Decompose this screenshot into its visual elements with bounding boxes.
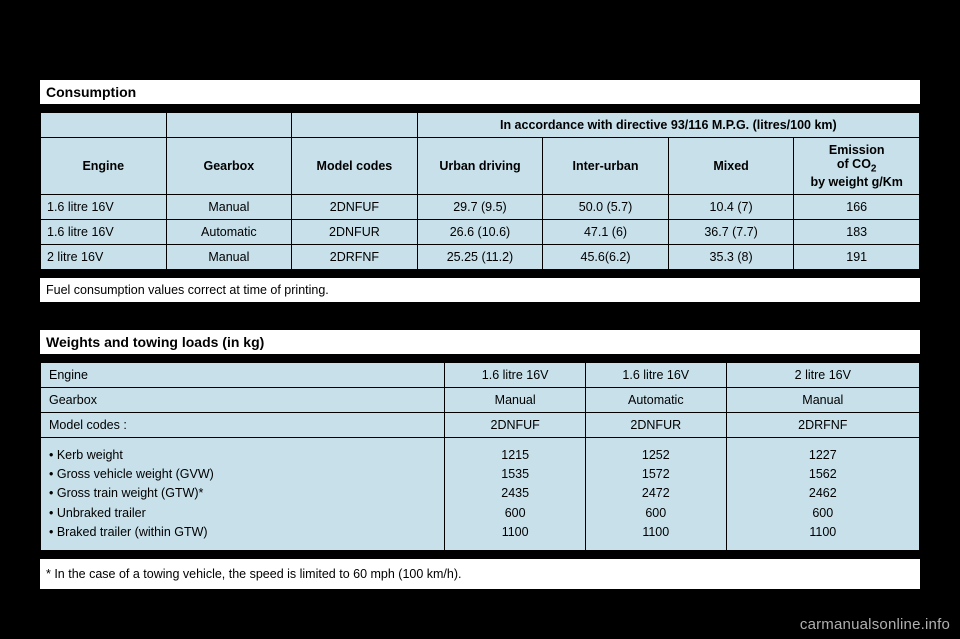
label-kerb: • Kerb weight [49, 448, 123, 462]
table-row: • Kerb weight • Gross vehicle weight (GV… [41, 437, 920, 551]
cell-inter: 45.6(6.2) [543, 244, 669, 269]
cell-mixed: 36.7 (7.7) [668, 219, 794, 244]
cell: 2DNFUR [585, 412, 726, 437]
cell-emission: 183 [794, 219, 920, 244]
cell: 1.6 litre 16V [445, 362, 586, 387]
watermark: carmanualsonline.info [800, 616, 950, 633]
section-spacer [40, 302, 920, 330]
cell-model: 2DNFUF [292, 194, 418, 219]
col-model: Model codes [292, 138, 418, 195]
cell-engine: 1.6 litre 16V [41, 219, 167, 244]
blank-header [41, 113, 167, 138]
label-gtw: • Gross train weight (GTW)* [49, 486, 203, 500]
row-label-gearbox: Gearbox [41, 387, 445, 412]
table-row: Engine 1.6 litre 16V 1.6 litre 16V 2 lit… [41, 362, 920, 387]
table-row: 1.6 litre 16V Manual 2DNFUF 29.7 (9.5) 5… [41, 194, 920, 219]
label-gvw: • Gross vehicle weight (GVW) [49, 467, 214, 481]
cell-inter: 47.1 (6) [543, 219, 669, 244]
gap [40, 354, 920, 362]
emission-l3: by weight g/Km [811, 175, 903, 189]
table-row: Engine Gearbox Model codes Urban driving… [41, 138, 920, 195]
cell-inter: 50.0 (5.7) [543, 194, 669, 219]
cell-gearbox: Manual [166, 244, 292, 269]
cell-urban: 25.25 (11.2) [417, 244, 543, 269]
weights-footnote: * In the case of a towing vehicle, the s… [40, 559, 920, 589]
col-engine: Engine [41, 138, 167, 195]
cell-urban: 29.7 (9.5) [417, 194, 543, 219]
label-braked: • Braked trailer (within GTW) [49, 525, 208, 539]
emission-l2: of CO [837, 157, 871, 171]
row-label-model: Model codes : [41, 412, 445, 437]
cell-emission: 166 [794, 194, 920, 219]
weights-title: Weights and towing loads (in kg) [40, 330, 920, 354]
cell: 2 litre 16V [726, 362, 919, 387]
col-inter: Inter-urban [543, 138, 669, 195]
cell: 1.6 litre 16V [585, 362, 726, 387]
cell: 2DNFUF [445, 412, 586, 437]
consumption-title: Consumption [40, 80, 920, 104]
consumption-note: Fuel consumption values correct at time … [40, 278, 920, 302]
col-urban: Urban driving [417, 138, 543, 195]
directive-header: In accordance with directive 93/116 M.P.… [417, 113, 919, 138]
blank-header [166, 113, 292, 138]
cell-engine: 2 litre 16V [41, 244, 167, 269]
table-row: Model codes : 2DNFUF 2DNFUR 2DRFNF [41, 412, 920, 437]
weights-table: Engine 1.6 litre 16V 1.6 litre 16V 2 lit… [40, 362, 920, 552]
cell-gearbox: Automatic [166, 219, 292, 244]
table-row: Gearbox Manual Automatic Manual [41, 387, 920, 412]
cell-mixed: 10.4 (7) [668, 194, 794, 219]
table-row: 1.6 litre 16V Automatic 2DNFUR 26.6 (10.… [41, 219, 920, 244]
col-mixed: Mixed [668, 138, 794, 195]
cell-urban: 26.6 (10.6) [417, 219, 543, 244]
table-row: In accordance with directive 93/116 M.P.… [41, 113, 920, 138]
cell-col0: 1215 1535 2435 600 1100 [445, 437, 586, 551]
cell-gearbox: Manual [166, 194, 292, 219]
emission-l1: Emission [829, 143, 885, 157]
cell-engine: 1.6 litre 16V [41, 194, 167, 219]
col-gearbox: Gearbox [166, 138, 292, 195]
cell-mixed: 35.3 (8) [668, 244, 794, 269]
cell: Manual [445, 387, 586, 412]
cell: Manual [726, 387, 919, 412]
cell-model: 2DRFNF [292, 244, 418, 269]
emission-sub: 2 [871, 164, 877, 175]
col-emission: Emission of CO2 by weight g/Km [794, 138, 920, 195]
blank-header [292, 113, 418, 138]
label-unbraked: • Unbraked trailer [49, 506, 146, 520]
gap [40, 270, 920, 278]
row-labels-weights: • Kerb weight • Gross vehicle weight (GV… [41, 437, 445, 551]
cell-col2: 1227 1562 2462 600 1100 [726, 437, 919, 551]
cell-emission: 191 [794, 244, 920, 269]
row-label-engine: Engine [41, 362, 445, 387]
cell-col1: 1252 1572 2472 600 1100 [585, 437, 726, 551]
gap [40, 104, 920, 112]
gap [40, 551, 920, 559]
cell: Automatic [585, 387, 726, 412]
cell-model: 2DNFUR [292, 219, 418, 244]
table-row: 2 litre 16V Manual 2DRFNF 25.25 (11.2) 4… [41, 244, 920, 269]
consumption-table: In accordance with directive 93/116 M.P.… [40, 112, 920, 270]
cell: 2DRFNF [726, 412, 919, 437]
